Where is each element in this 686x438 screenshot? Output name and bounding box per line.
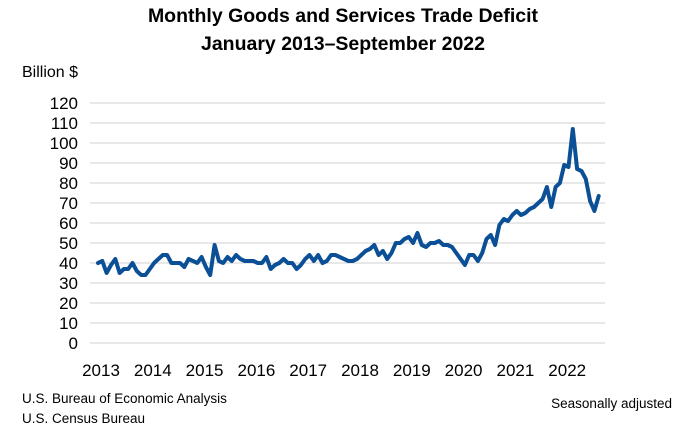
y-tick-label: 50 xyxy=(59,234,78,253)
y-tick-label: 10 xyxy=(59,314,78,333)
chart-subtitle: January 2013–September 2022 xyxy=(200,33,486,55)
x-tick-label: 2021 xyxy=(496,361,534,380)
x-tick-label: 2017 xyxy=(289,361,327,380)
y-tick-label: 60 xyxy=(59,214,78,233)
deficit-series-line xyxy=(96,127,601,277)
y-axis-label: Billion $ xyxy=(22,64,79,81)
y-tick-label: 70 xyxy=(59,194,78,213)
y-tick-label: 80 xyxy=(59,174,78,193)
seasonally-adjusted-note: Seasonally adjusted xyxy=(551,396,672,411)
y-tick-label: 40 xyxy=(59,254,78,273)
x-tick-label: 2020 xyxy=(445,361,483,380)
x-tick-label: 2018 xyxy=(341,361,379,380)
x-tick-label: 2022 xyxy=(548,361,586,380)
x-tick-label: 2016 xyxy=(237,361,275,380)
y-tick-label: 100 xyxy=(50,134,78,153)
y-tick-label: 30 xyxy=(59,274,78,293)
x-tick-label: 2014 xyxy=(134,361,172,380)
x-tick-label: 2019 xyxy=(393,361,431,380)
y-tick-label: 20 xyxy=(59,294,78,313)
y-tick-label: 90 xyxy=(59,154,78,173)
y-tick-label: 120 xyxy=(50,94,78,113)
y-tick-label: 110 xyxy=(51,114,78,133)
x-tick-label: 2015 xyxy=(186,361,224,380)
x-tick-label: 2013 xyxy=(82,361,120,380)
source-census: U.S. Census Bureau xyxy=(22,411,146,426)
y-tick-label: 0 xyxy=(69,334,78,353)
source-bea: U.S. Bureau of Economic Analysis xyxy=(22,391,227,406)
chart-title: Monthly Goods and Services Trade Deficit xyxy=(147,5,539,27)
